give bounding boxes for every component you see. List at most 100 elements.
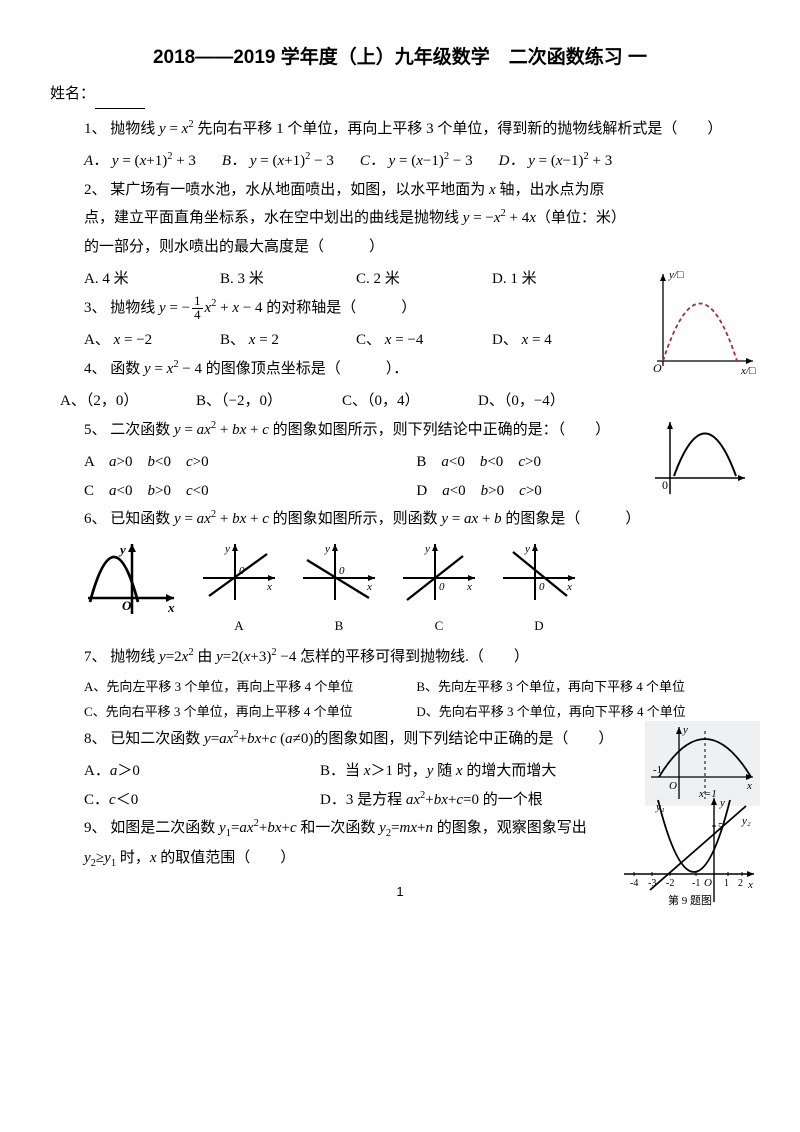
q7-optA: A、先向左平移 3 个单位，再向上平移 4 个单位 — [84, 675, 390, 700]
q9-num: 9、 — [84, 820, 107, 836]
q2-num: 2、 — [84, 182, 107, 198]
q5-options: A a>0 b<0 c>0 B a<0 b<0 c>0 C a<0 b>0 c<… — [50, 448, 750, 505]
q4-optB: B、（−2，0） — [196, 387, 316, 416]
q6-text: 已知函数 y = ax2 + bx + c 的图象如图所示，则函数 y = ax… — [110, 511, 640, 527]
q8-num: 8、 — [84, 731, 107, 747]
q6-num: 6、 — [84, 511, 107, 527]
svg-text:y: y — [224, 543, 230, 555]
question-6: 6、 已知函数 y = ax2 + bx + c 的图象如图所示，则函数 y =… — [50, 505, 750, 534]
svg-text:y: y — [524, 543, 530, 555]
q2-figure: O x/□ y/□ — [645, 266, 760, 376]
svg-text:y: y — [324, 543, 330, 555]
q5-figure: 0 — [650, 416, 750, 501]
svg-text:O: O — [653, 361, 662, 375]
question-7: 7、 抛物线 y=2x2 由 y=2(x+3)2 −4 怎样的平移可得到抛物线.… — [50, 643, 750, 672]
svg-text:-4: -4 — [630, 878, 638, 889]
svg-text:y₂: y₂ — [741, 815, 751, 827]
svg-text:y: y — [682, 724, 688, 736]
q3-optC: C、 x = −4 — [356, 326, 466, 355]
svg-text:0: 0 — [339, 565, 345, 577]
q7-text: 抛物线 y=2x2 由 y=2(x+3)2 −4 怎样的平移可得到抛物线.（ ） — [110, 649, 529, 665]
q9-figure: -4 -3 -2 -1 1 2 5 O x y y₁ y₂ 第 9 题图 — [620, 794, 760, 909]
svg-text:x: x — [747, 879, 753, 891]
q1-options: A． y = (x+1)2 + 3 B． y = (x+1)2 − 3 C． y… — [50, 147, 750, 176]
q8-optA: A．a＞0 — [84, 757, 294, 786]
svg-text:0: 0 — [439, 581, 445, 593]
q5-optA: A a>0 b<0 c>0 — [84, 448, 390, 477]
q3-text: 抛物线 y = −14x2 + x − 4 的对称轴是（ ） — [110, 300, 416, 316]
q2-optB: B. 3 米 — [220, 265, 330, 294]
svg-text:O: O — [122, 598, 132, 613]
q1-num: 1、 — [84, 121, 107, 137]
q6-main-graph: O x y — [84, 540, 179, 639]
q7-optC: C、先向右平移 3 个单位，再向上平移 4 个单位 — [84, 700, 390, 725]
q7-optB: B、先向左平移 3 个单位，再向下平移 4 个单位 — [416, 675, 722, 700]
svg-text:O: O — [704, 877, 712, 889]
q7-num: 7、 — [84, 649, 107, 665]
q8-text: 已知二次函数 y=ax2+bx+c (a≠0)的图象如图，则下列结论中正确的是（… — [110, 731, 613, 747]
q3-num: 3、 — [84, 300, 107, 316]
q6-optA-graph: 0 x y A — [199, 540, 279, 639]
q4-options: A、（2，0） B、（−2，0） C、（0，4） D、（0，−4） — [50, 387, 750, 416]
q8-optC: C．c＜0 — [84, 786, 294, 815]
svg-text:x: x — [366, 581, 372, 593]
svg-text:x: x — [746, 780, 752, 792]
q1-text: 抛物线 y = x2 先向右平移 1 个单位，再向上平移 3 个单位，得到新的抛… — [110, 121, 722, 137]
svg-text:0: 0 — [239, 565, 245, 577]
q4-optA: A、（2，0） — [60, 387, 170, 416]
q1-optA: A． y = (x+1)2 + 3 — [84, 147, 196, 176]
q1-optB: B． y = (x+1)2 − 3 — [222, 147, 334, 176]
q6-graphs: O x y 0 x y A 0 x y B — [50, 540, 750, 639]
q4-text: 函数 y = x2 − 4 的图像顶点坐标是（ ）． — [110, 361, 408, 377]
name-field-row: 姓名： — [50, 80, 750, 109]
svg-text:2: 2 — [738, 878, 743, 889]
q4-num: 4、 — [84, 361, 107, 377]
q8-figure: -1 O x=1 x y — [645, 721, 760, 806]
q8-optD: D．3 是方程 ax2+bx+c=0 的一个根 — [320, 786, 543, 815]
q6-optD-graph: 0 x y D — [499, 540, 579, 639]
q3-optD: D、 x = 4 — [492, 326, 552, 355]
svg-text:y: y — [719, 797, 725, 809]
q3-optA: A、 x = −2 — [84, 326, 194, 355]
svg-text:1: 1 — [724, 878, 729, 889]
svg-text:-1: -1 — [653, 764, 662, 776]
q1-optD: D． y = (x−1)2 + 3 — [499, 147, 613, 176]
svg-text:x: x — [466, 581, 472, 593]
page-title: 2018——2019 学年度（上）九年级数学 二次函数练习 一 — [50, 40, 750, 76]
q7-options: A、先向左平移 3 个单位，再向上平移 4 个单位 B、先向左平移 3 个单位，… — [50, 675, 750, 724]
svg-text:-2: -2 — [666, 878, 674, 889]
question-5: 5、 二次函数 y = ax2 + bx + c 的图象如图所示，则下列结论中正… — [50, 416, 750, 445]
svg-text:0: 0 — [539, 581, 545, 593]
svg-text:y/□: y/□ — [668, 269, 684, 281]
q5-optC: C a<0 b>0 c<0 — [84, 477, 390, 506]
q5-text: 二次函数 y = ax2 + bx + c 的图象如图所示，则下列结论中正确的是… — [110, 422, 610, 438]
q5-num: 5、 — [84, 422, 107, 438]
q4-optD: D、（0，−4） — [478, 387, 565, 416]
q1-optC: C． y = (x−1)2 − 3 — [360, 147, 473, 176]
name-label: 姓名： — [50, 86, 95, 102]
svg-text:x: x — [566, 581, 572, 593]
svg-text:x: x — [266, 581, 272, 593]
q3-optB: B、 x = 2 — [220, 326, 330, 355]
q4-optC: C、（0，4） — [342, 387, 452, 416]
svg-text:0: 0 — [662, 478, 668, 492]
q2-optC: C. 2 米 — [356, 265, 466, 294]
q6-optC-graph: 0 x y C — [399, 540, 479, 639]
q2-optA: A. 4 米 — [84, 265, 194, 294]
svg-text:第 9 题图: 第 9 题图 — [668, 893, 712, 907]
svg-text:x/□: x/□ — [740, 365, 756, 376]
q9-text: 如图是二次函数 y1=ax2+bx+c 和一次函数 y2=mx+n 的图象，观察… — [84, 820, 587, 866]
svg-text:x: x — [167, 600, 175, 615]
q2-text: 某广场有一喷水池，水从地面喷出，如图，以水平地面为 x 轴，出水点为原点，建立平… — [84, 182, 626, 255]
question-1: 1、 抛物线 y = x2 先向右平移 1 个单位，再向上平移 3 个单位，得到… — [50, 115, 750, 144]
q6-optB-graph: 0 x y B — [299, 540, 379, 639]
svg-text:y₁: y₁ — [655, 801, 665, 813]
svg-text:y: y — [424, 543, 430, 555]
question-2: 2、 某广场有一喷水池，水从地面喷出，如图，以水平地面为 x 轴，出水点为原点，… — [50, 176, 750, 262]
svg-text:y: y — [118, 542, 126, 557]
svg-text:-1: -1 — [692, 878, 700, 889]
q2-optD: D. 1 米 — [492, 265, 537, 294]
name-blank — [95, 108, 145, 109]
q8-optB: B．当 x＞1 时，y 随 x 的增大而增大 — [320, 757, 556, 786]
svg-text:O: O — [669, 780, 677, 792]
